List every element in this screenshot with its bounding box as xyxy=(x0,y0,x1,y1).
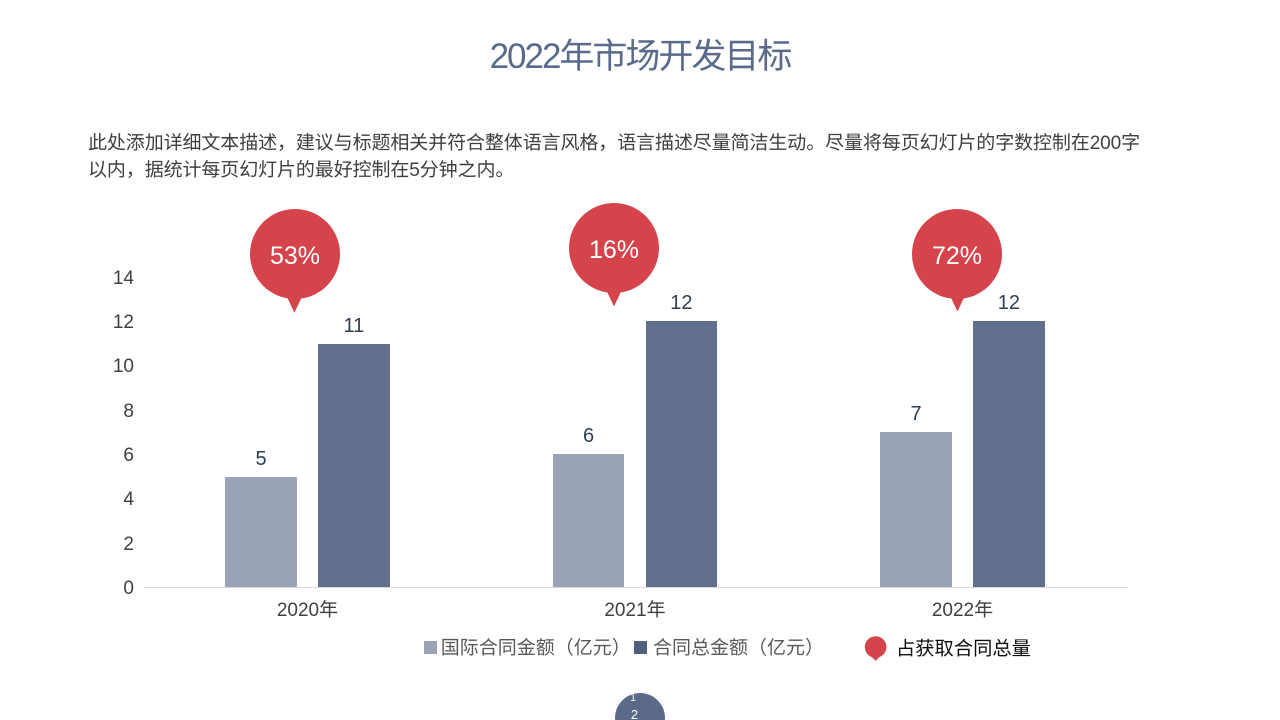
svg-text:16%: 16% xyxy=(589,236,639,264)
svg-text:53%: 53% xyxy=(270,242,320,270)
svg-text:72%: 72% xyxy=(932,242,982,270)
